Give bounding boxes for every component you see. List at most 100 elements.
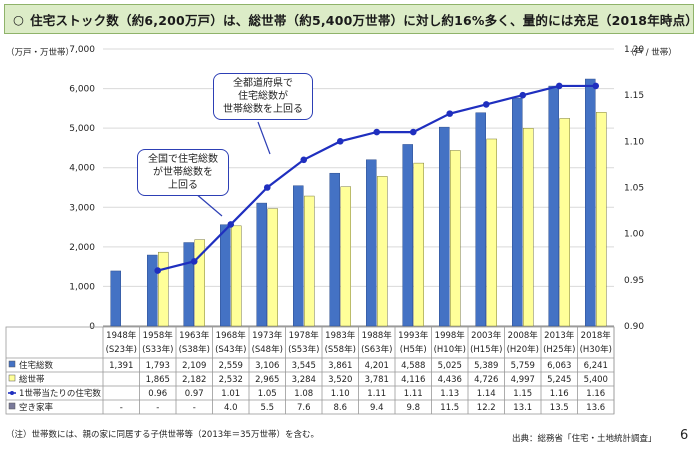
table-cell: 4.0	[224, 403, 238, 413]
table-cell: 1,793	[146, 361, 170, 371]
table-cell: 3,106	[255, 361, 279, 371]
table-cell: 4,588	[401, 361, 425, 371]
table-cell: 3,781	[365, 375, 389, 385]
category-label-era: (S23年)	[106, 344, 137, 355]
callout-national-line-2: が世帯総数を	[153, 167, 213, 178]
bar-total-households	[158, 251, 169, 327]
callout-all-prefectures: 全都道府県で 住宅総数が 世帯総数を上回る	[213, 73, 313, 120]
bar-total-households	[194, 239, 205, 327]
line-point-homes-per-household	[519, 91, 527, 99]
table-cell: 0.97	[185, 389, 204, 399]
table-cell: 13.5	[550, 403, 569, 413]
bar-housing-total	[256, 202, 267, 327]
right-tick-label: 1.15	[624, 91, 644, 101]
right-axis-unit: （戸 / 世帯）	[626, 48, 677, 58]
table-row-header: 総世帯	[19, 374, 45, 385]
slide-title: 住宅ストック数（約6,200万戸）は、総世帯（約5,400万世帯）に対し約16%…	[30, 12, 698, 28]
table-cell: 5,389	[474, 361, 498, 371]
table-cell: 2,182	[182, 375, 206, 385]
bar-total-households	[267, 208, 278, 327]
left-tick-label: 7,000	[69, 45, 95, 55]
table-cell: 0.96	[148, 389, 167, 399]
line-point-homes-per-household	[336, 138, 344, 145]
table-cell: 1.01	[221, 389, 240, 399]
callout-national-pointer	[194, 192, 223, 217]
table-cell: -	[156, 403, 159, 413]
table-cell: 13.6	[586, 403, 605, 413]
category-label-year: 1968年	[216, 330, 247, 341]
right-tick-label: 1.05	[624, 184, 644, 194]
callout-national-line-3: 上回る	[168, 180, 198, 191]
legend-key-box	[8, 374, 16, 382]
category-label-era: (S63年)	[361, 344, 392, 355]
table-cell: 1.05	[258, 389, 277, 399]
table-cell: 4,726	[474, 375, 498, 385]
bar-total-households	[523, 128, 534, 327]
right-tick-label: 1.20	[624, 45, 644, 55]
table-cell: 13.1	[513, 403, 532, 413]
callout-national-line-1: 全国で住宅総数	[148, 154, 218, 165]
left-tick-label: 4,000	[69, 164, 95, 174]
table-cell: -	[120, 403, 123, 413]
callout-prefectures-pointer	[257, 121, 271, 155]
bar-housing-total	[439, 126, 450, 327]
table-cell: 11.5	[440, 403, 459, 413]
bar-housing-total	[402, 144, 413, 327]
table-cell: 4,201	[365, 361, 389, 371]
category-label-year: 1988年	[362, 330, 393, 341]
table-cell: 3,284	[292, 375, 316, 385]
bar-total-households	[413, 162, 424, 327]
bar-housing-total	[220, 224, 231, 327]
table-row-header: 住宅総数	[19, 360, 54, 371]
category-label-era: (S48年)	[252, 344, 283, 355]
left-tick-label: 1,000	[69, 282, 95, 292]
table-cell: 5,025	[438, 361, 462, 371]
table-cell: 1.11	[404, 389, 423, 399]
table-cell: 1.14	[477, 389, 496, 399]
table-row-header: 空き家率	[19, 402, 54, 413]
line-point-homes-per-household	[227, 221, 235, 228]
left-tick-label: 5,000	[69, 124, 95, 134]
table-cell: 12.2	[477, 403, 496, 413]
bar-total-households	[450, 150, 461, 327]
right-tick-label: 0.95	[624, 276, 644, 286]
table-cell: 3,545	[292, 361, 316, 371]
bar-total-households	[559, 118, 570, 327]
footnote: （注）世帯数には、親の家に同居する子供世帯等（2013年＝35万世帯）を含む。	[6, 430, 319, 440]
table-cell: 3,520	[328, 375, 352, 385]
left-tick-label: 3,000	[69, 203, 95, 213]
bar-total-households	[596, 112, 607, 327]
table-cell: 1.08	[294, 389, 313, 399]
bar-total-households	[304, 195, 315, 327]
category-label-year: 2013年	[544, 330, 575, 341]
category-label-year: 2018年	[581, 330, 612, 341]
callout-prefectures-line-3: 世帯総数を上回る	[223, 104, 303, 115]
table-cell: 1.11	[367, 389, 386, 399]
table-cell: 1.16	[550, 389, 569, 399]
category-label-era: (S43年)	[215, 344, 246, 355]
legend-key-box	[8, 402, 16, 410]
callout-national: 全国で住宅総数 が世帯総数を 上回る	[137, 149, 229, 196]
category-label-era: (H10年)	[434, 344, 466, 355]
table-cell: 5,759	[511, 361, 535, 371]
table-cell: 2,965	[255, 375, 279, 385]
line-point-homes-per-household	[446, 110, 454, 117]
table-cell: 1.16	[586, 389, 605, 399]
table-cell: 5.5	[260, 403, 274, 413]
category-label-era: (H15年)	[470, 344, 502, 355]
title-bullet: ○	[13, 11, 25, 27]
table-cell: 6,063	[547, 361, 571, 371]
bar-housing-total	[147, 254, 158, 327]
bar-housing-total	[366, 159, 377, 327]
bar-housing-total	[183, 242, 194, 327]
table-cell: 1,865	[146, 375, 170, 385]
line-point-homes-per-household	[263, 184, 271, 191]
right-tick-label: 1.00	[624, 230, 644, 240]
line-point-homes-per-household	[300, 156, 308, 164]
category-label-year: 1973年	[252, 330, 283, 341]
category-label-era: (S58年)	[325, 344, 356, 355]
line-point-homes-per-household	[154, 267, 162, 274]
category-label-era: (H5年)	[400, 344, 427, 355]
table-cell: 1.10	[331, 389, 350, 399]
line-point-homes-per-household	[190, 258, 198, 265]
